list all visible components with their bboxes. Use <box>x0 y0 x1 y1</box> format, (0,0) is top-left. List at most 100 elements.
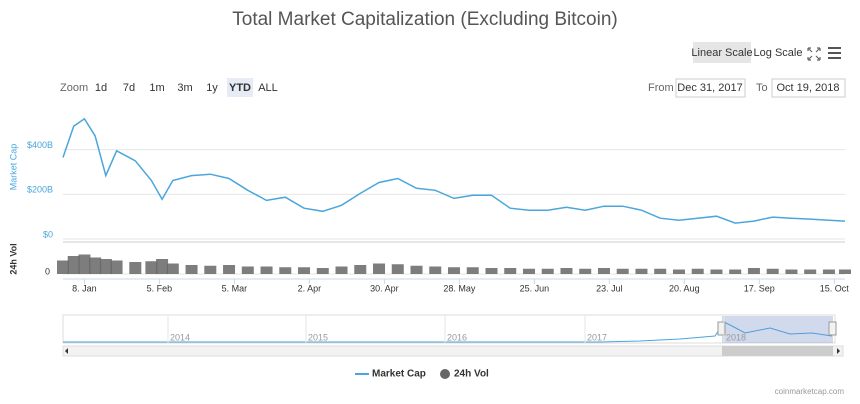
zoom-button[interactable]: 7d <box>123 82 135 94</box>
y-tick-label: $400B <box>27 140 53 150</box>
volume-bar <box>145 261 158 274</box>
volume-bar <box>185 265 198 274</box>
navigator-handle[interactable] <box>828 321 837 336</box>
zoom-button[interactable]: 1d <box>95 82 107 94</box>
volume-bar <box>57 260 69 274</box>
volume-bar <box>260 266 273 274</box>
navigator-selection[interactable] <box>722 316 833 343</box>
navigator-label: 2018 <box>726 332 746 342</box>
x-tick-label: 30. Apr <box>370 283 399 293</box>
navigator-label: 2016 <box>447 332 467 342</box>
legend-symbol[interactable] <box>440 369 450 379</box>
y-tick-label: $0 <box>43 229 53 239</box>
scale-button[interactable]: Log Scale <box>754 47 803 59</box>
volume-bar <box>67 256 80 274</box>
chart-title: Total Market Capitalization (Excluding B… <box>232 9 617 30</box>
volume-bar <box>616 268 629 274</box>
from-value[interactable]: Dec 31, 2017 <box>677 82 742 94</box>
volume-bar <box>839 269 851 274</box>
zoom-button[interactable]: 1y <box>206 82 218 94</box>
volume-bar <box>672 269 685 274</box>
scrollbar-thumb[interactable] <box>722 346 833 356</box>
menu-icon[interactable] <box>828 47 841 59</box>
volume-bar <box>156 259 169 274</box>
volume-bar <box>99 259 112 274</box>
y-tick-label: $200B <box>27 185 53 195</box>
to-input[interactable] <box>771 78 846 98</box>
volume-bar <box>241 266 254 274</box>
volume-bar <box>410 265 423 274</box>
volume-bar <box>391 264 404 274</box>
volume-bar <box>129 262 142 274</box>
volume-bar <box>729 269 742 274</box>
volume-bar <box>89 257 102 274</box>
volume-bar <box>223 265 236 274</box>
from-label: From <box>648 82 674 94</box>
x-tick-label: 5. Mar <box>222 283 248 293</box>
to-label: To <box>756 82 768 94</box>
scale-button[interactable]: Linear Scale <box>691 47 752 59</box>
legend-item[interactable]: Market Cap <box>372 369 426 380</box>
zoom-button[interactable]: 1m <box>149 82 164 94</box>
volume-bar <box>316 268 329 274</box>
volume-bar <box>635 268 648 274</box>
volume-bar <box>373 263 386 274</box>
volume-bar <box>448 267 460 274</box>
volume-bar <box>429 266 442 274</box>
credits[interactable]: coinmarketcap.com <box>775 387 845 396</box>
volume-bar <box>747 268 760 274</box>
fullscreen-icon[interactable] <box>807 47 821 61</box>
scroll-right[interactable] <box>837 348 840 354</box>
zoom-button[interactable]: YTD <box>229 82 251 94</box>
to-value[interactable]: Oct 19, 2018 <box>777 82 840 94</box>
navigator[interactable] <box>62 314 836 344</box>
volume-bar <box>691 268 704 274</box>
volume-bar <box>579 268 592 274</box>
volume-bar <box>204 265 217 274</box>
volume-bar <box>335 266 348 274</box>
legend-item[interactable]: 24h Vol <box>454 369 489 380</box>
zoom-button[interactable]: 3m <box>177 82 192 94</box>
volume-bar <box>710 269 723 274</box>
x-tick-label: 20. Aug <box>669 283 700 293</box>
volume-bar <box>597 268 610 274</box>
volume-bar <box>354 265 367 274</box>
x-tick-label: 5. Feb <box>147 283 173 293</box>
volume-bar <box>822 269 835 274</box>
x-tick-label: 28. May <box>443 283 476 293</box>
volume-bar <box>466 267 479 274</box>
navigator-handle[interactable] <box>717 321 726 336</box>
scrollbar[interactable] <box>62 345 844 357</box>
volume-bar <box>110 260 123 274</box>
zoom-button[interactable]: ALL <box>258 82 278 94</box>
volume-bar <box>560 268 573 274</box>
market-cap-line <box>62 117 846 224</box>
y-axis-title: Market Cap <box>8 144 18 191</box>
from-input[interactable] <box>675 78 746 98</box>
volume-bar <box>504 268 517 274</box>
x-tick-label: 23. Jul <box>596 283 623 293</box>
volume-bar <box>766 268 779 274</box>
navigator-label: 2015 <box>308 332 328 342</box>
navigator-line <box>63 321 833 343</box>
volume-bar <box>279 267 292 274</box>
y2-axis-title: 24h Vol <box>8 243 18 274</box>
volume-bar <box>298 267 311 274</box>
navigator-label: 2014 <box>170 332 190 342</box>
x-tick-label: 25. Jun <box>520 283 550 293</box>
zoom-label: Zoom <box>60 82 88 94</box>
y2-tick-label: 0 <box>45 266 50 276</box>
zoom-button-bg[interactable] <box>227 78 253 97</box>
volume-bar <box>785 269 798 274</box>
volume-bar <box>485 268 498 274</box>
scroll-left[interactable] <box>65 348 68 354</box>
volume-bar <box>522 268 535 274</box>
volume-bar <box>166 263 179 274</box>
volume-bar <box>78 254 91 274</box>
x-tick-label: 8. Jan <box>72 283 97 293</box>
scale-button-bg[interactable] <box>693 42 751 63</box>
volume-bar <box>654 268 667 274</box>
x-tick-label: 2. Apr <box>298 283 322 293</box>
volume-bar <box>541 268 554 274</box>
